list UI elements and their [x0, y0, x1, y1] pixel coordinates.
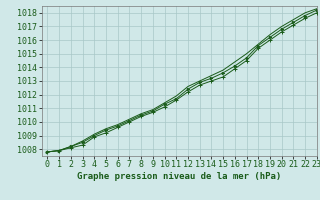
X-axis label: Graphe pression niveau de la mer (hPa): Graphe pression niveau de la mer (hPa)	[77, 172, 281, 181]
